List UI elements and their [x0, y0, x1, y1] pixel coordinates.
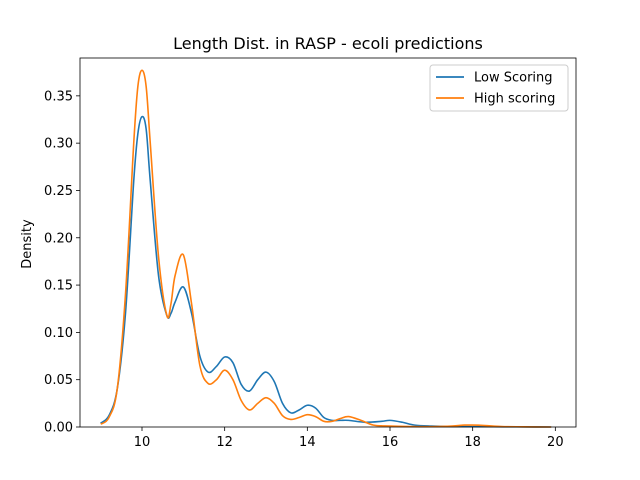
- y-tick-label: 0.15: [44, 279, 73, 294]
- chart-title: Length Dist. in RASP - ecoli predictions: [173, 34, 483, 53]
- x-tick-label: 12: [216, 435, 233, 450]
- x-tick-label: 20: [547, 435, 564, 450]
- legend-label: Low Scoring: [474, 71, 553, 86]
- x-tick-label: 16: [382, 435, 399, 450]
- x-tick-label: 10: [134, 435, 151, 450]
- legend-box: [429, 64, 569, 112]
- y-tick-label: 0.10: [44, 326, 73, 341]
- axes-layer: 10 12 14 16 18 20 0.00 0.05 0.10 0.15 0.20 0.25 0.30…: [44, 57, 577, 450]
- legend: Low Scoring High scoring: [429, 64, 569, 112]
- y-axis-label: Density: [20, 219, 35, 269]
- y-tick-label: 0.20: [44, 231, 73, 246]
- x-tick-label: 18: [464, 435, 481, 450]
- y-tick-label: 0.05: [44, 373, 73, 388]
- y-tick-label: 0.25: [44, 184, 73, 199]
- plot-frame: [79, 57, 577, 428]
- y-tick-label: 0.35: [44, 89, 73, 104]
- y-tick-label: 0.00: [44, 421, 73, 436]
- y-tick-label: 0.30: [44, 137, 73, 152]
- x-tick-label: 14: [299, 435, 316, 450]
- legend-label: High scoring: [474, 92, 555, 107]
- series-line-low-scoring: [100, 115, 552, 428]
